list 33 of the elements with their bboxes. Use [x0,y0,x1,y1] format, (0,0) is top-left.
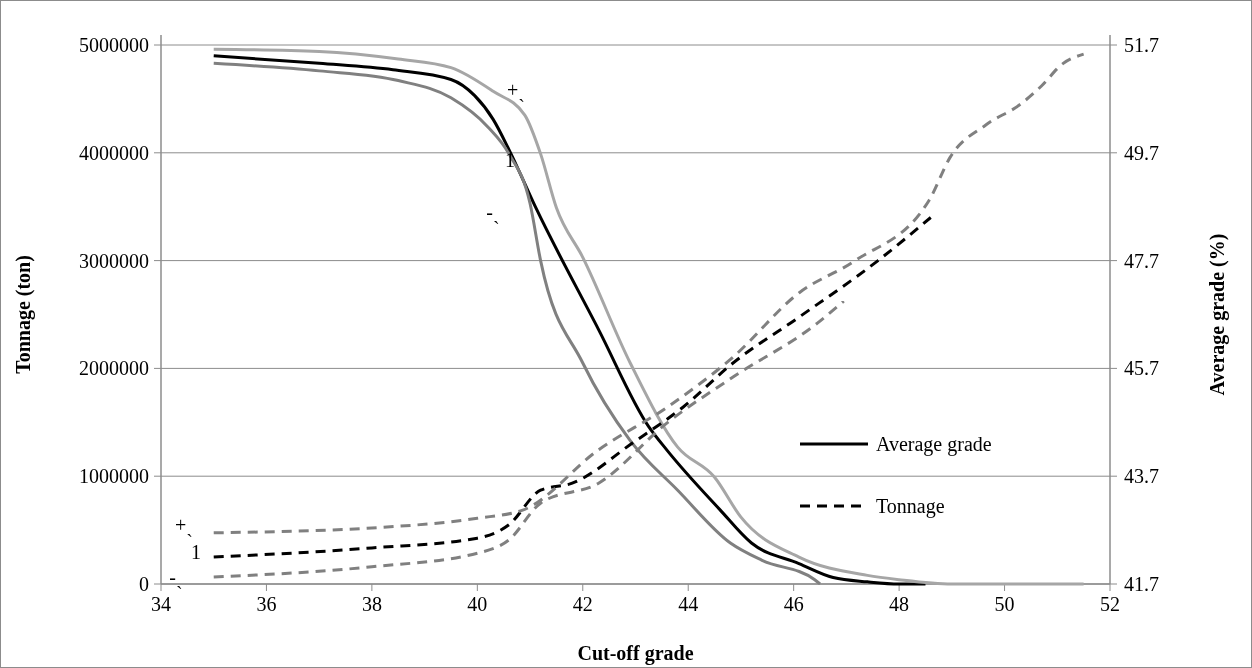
y2-tick-label: 51.7 [1124,34,1159,56]
y2-tick-label: 41.7 [1124,573,1159,595]
y2-axis-title: Average grade (%) [1206,233,1229,396]
x-tick-label: 42 [572,593,593,615]
annotation: +ˎ [175,514,193,537]
x-tick-label: 52 [1100,593,1120,615]
x-tick-label: 50 [994,593,1015,615]
y2-tick-label: 49.7 [1124,141,1159,164]
y2-tick-label: 47.7 [1124,249,1159,272]
y-axis-title: Tonnage (ton) [12,255,35,374]
x-axis-title: Cut-off grade [577,642,694,665]
y-tick-label: 1000000 [79,465,149,488]
x-tick-label: 46 [783,593,804,615]
y2-tick-label: 45.7 [1124,357,1159,380]
x-tick-label: 44 [678,593,699,615]
x-tick-label: 38 [361,593,382,615]
y2-tick-label: 43.7 [1124,465,1159,488]
y-tick-label: 3000000 [79,249,149,272]
y-tick-label: 0 [139,573,149,595]
annotation: +ˎ [507,79,525,102]
legend-label: Tonnage [876,495,945,518]
x-tick-label: 36 [256,593,277,615]
annotation: -ˎ [169,566,183,589]
annotation: 1 [191,541,201,563]
x-tick-label: 34 [151,593,171,615]
x-tick-label: 40 [467,593,488,615]
annotation: 1 [505,149,515,171]
y-tick-label: 4000000 [79,141,149,164]
y-tick-label: 5000000 [79,34,149,56]
y-tick-label: 2000000 [79,357,149,380]
legend-label: Average grade [876,433,992,456]
annotation: -ˎ [486,201,500,224]
x-tick-label: 48 [889,593,910,615]
